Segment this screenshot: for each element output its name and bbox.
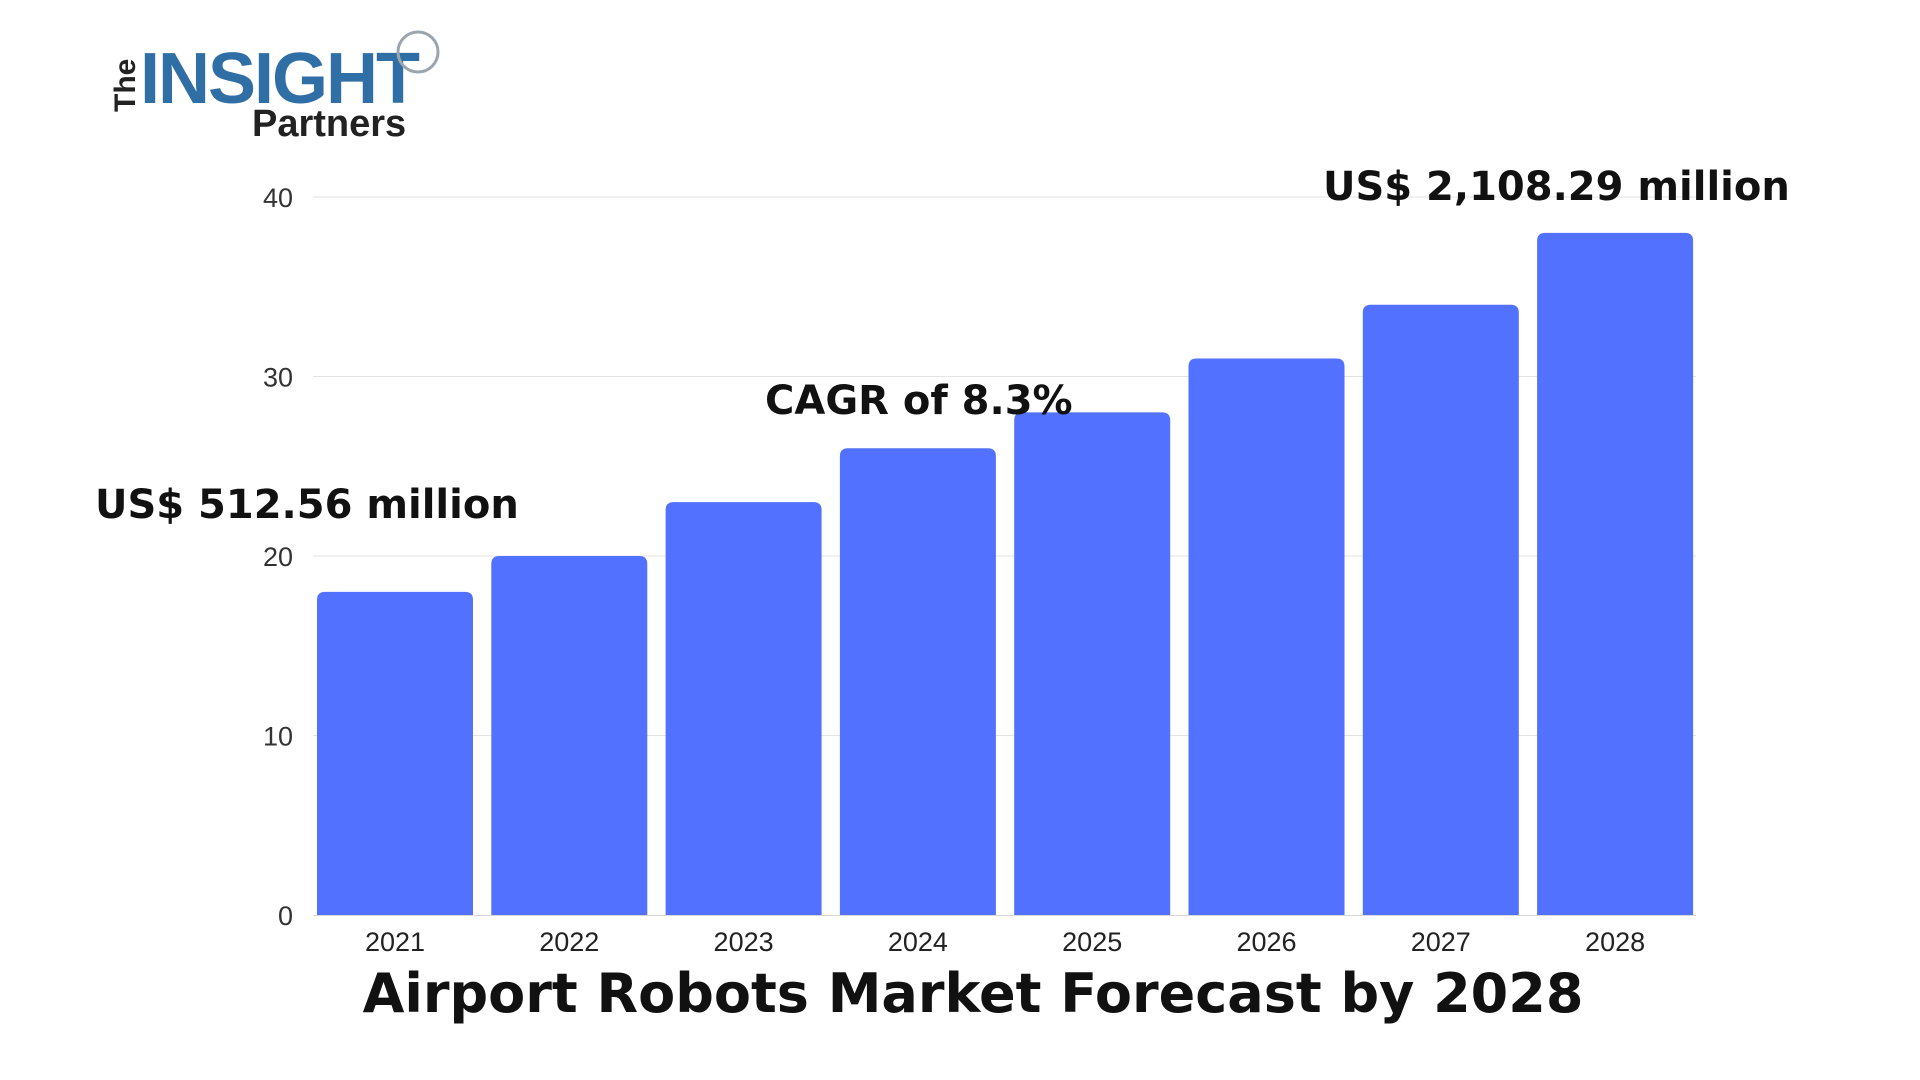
annotation-start-value: US$ 512.56 million xyxy=(95,482,519,528)
logo: The INSIGHT Partners xyxy=(109,30,440,145)
bar-2023 xyxy=(665,502,822,915)
bar-2027 xyxy=(1362,304,1519,915)
logo-the-text: The xyxy=(109,59,142,112)
bar-2028 xyxy=(1537,232,1694,915)
bar-2022 xyxy=(491,556,648,915)
bar-2021 xyxy=(317,591,473,915)
x-axis: 2021 2022 2023 2024 2025 2026 2027 2028 xyxy=(365,927,1645,957)
bar-2025 xyxy=(1014,412,1171,915)
annotation-end-value: US$ 2,108.29 million xyxy=(1323,164,1790,210)
x-tick-label: 2025 xyxy=(1062,927,1122,957)
logo-sub-text: Partners xyxy=(252,103,406,145)
logo-main-text: INSIGHT xyxy=(140,39,420,119)
bar-2024 xyxy=(839,448,996,915)
chart-title: Airport Robots Market Forecast by 2028 xyxy=(363,962,1584,1025)
bar-2026 xyxy=(1188,358,1345,915)
annotation-cagr: CAGR of 8.3% xyxy=(765,378,1073,424)
x-tick-label: 2022 xyxy=(539,927,599,957)
y-tick-label: 40 xyxy=(263,183,293,213)
y-axis: 0 10 20 30 40 xyxy=(263,183,293,931)
x-tick-label: 2021 xyxy=(365,927,425,957)
x-tick-label: 2026 xyxy=(1236,927,1296,957)
x-tick-label: 2027 xyxy=(1411,927,1471,957)
bars xyxy=(317,232,1694,915)
y-tick-label: 0 xyxy=(278,901,293,931)
x-tick-label: 2024 xyxy=(888,927,948,957)
y-tick-label: 30 xyxy=(263,363,293,393)
logo-swoosh-icon xyxy=(396,30,440,74)
y-tick-label: 20 xyxy=(263,542,293,572)
y-tick-label: 10 xyxy=(263,722,293,752)
x-tick-label: 2023 xyxy=(714,927,774,957)
x-tick-label: 2028 xyxy=(1585,927,1645,957)
